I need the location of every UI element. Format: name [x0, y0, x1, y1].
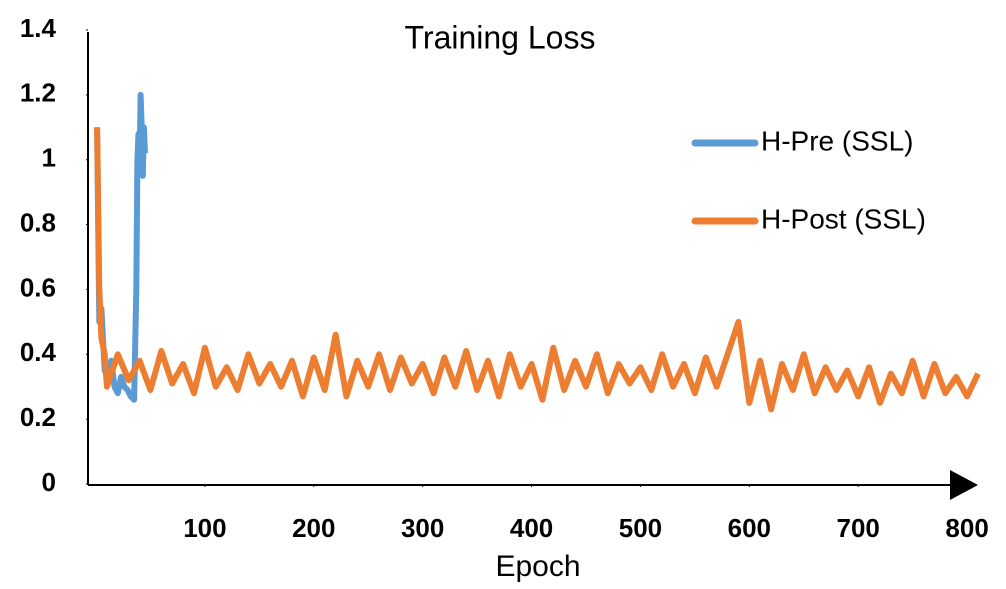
- y-tick-label: 0.2: [20, 402, 56, 432]
- y-tick-label: 1: [42, 143, 56, 173]
- y-tick-label: 1.4: [20, 13, 57, 43]
- x-tick-label: 100: [183, 513, 226, 543]
- x-tick-label: 700: [837, 513, 880, 543]
- legend-label: H-Pre (SSL): [761, 125, 913, 156]
- series-line: [94, 127, 981, 413]
- y-tick-label: 0.6: [20, 272, 56, 302]
- legend-label: H-Post (SSL): [761, 203, 926, 234]
- y-tick-label: 0.8: [20, 207, 56, 237]
- x-axis-arrow: [950, 470, 978, 500]
- x-tick-label: 600: [728, 513, 771, 543]
- x-axis-label: Epoch: [495, 550, 580, 583]
- x-tick-label: 300: [401, 513, 444, 543]
- chart-title: Training Loss: [405, 19, 596, 55]
- x-tick-label: 800: [945, 513, 988, 543]
- y-tick-label: 1.2: [20, 78, 56, 108]
- x-tick-label: 500: [619, 513, 662, 543]
- x-tick-label: 400: [510, 513, 553, 543]
- y-tick-label: 0.4: [20, 337, 57, 367]
- y-tick-label: 0: [42, 467, 56, 497]
- x-tick-label: 200: [292, 513, 335, 543]
